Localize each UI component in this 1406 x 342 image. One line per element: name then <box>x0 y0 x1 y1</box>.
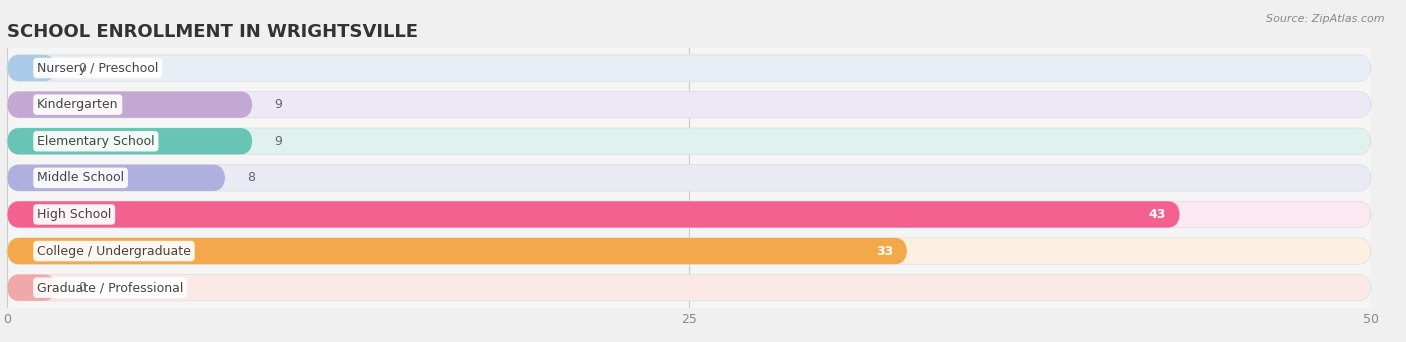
FancyBboxPatch shape <box>7 128 253 154</box>
FancyBboxPatch shape <box>7 91 1371 118</box>
Text: Nursery / Preschool: Nursery / Preschool <box>37 62 159 75</box>
FancyBboxPatch shape <box>7 91 253 118</box>
Text: 9: 9 <box>274 98 283 111</box>
FancyBboxPatch shape <box>7 201 1180 228</box>
Text: High School: High School <box>37 208 111 221</box>
Text: College / Undergraduate: College / Undergraduate <box>37 245 191 258</box>
Text: 43: 43 <box>1149 208 1166 221</box>
Text: Elementary School: Elementary School <box>37 135 155 148</box>
FancyBboxPatch shape <box>7 238 907 264</box>
FancyBboxPatch shape <box>7 275 56 301</box>
Text: SCHOOL ENROLLMENT IN WRIGHTSVILLE: SCHOOL ENROLLMENT IN WRIGHTSVILLE <box>7 23 418 41</box>
Text: Graduate / Professional: Graduate / Professional <box>37 281 183 294</box>
FancyBboxPatch shape <box>7 128 1371 154</box>
Text: 9: 9 <box>274 135 283 148</box>
FancyBboxPatch shape <box>7 238 1371 264</box>
Text: Source: ZipAtlas.com: Source: ZipAtlas.com <box>1267 14 1385 24</box>
Text: 8: 8 <box>247 171 254 184</box>
FancyBboxPatch shape <box>7 55 56 81</box>
Text: 0: 0 <box>77 281 86 294</box>
Text: Middle School: Middle School <box>37 171 124 184</box>
FancyBboxPatch shape <box>7 201 1371 228</box>
FancyBboxPatch shape <box>7 165 225 191</box>
FancyBboxPatch shape <box>7 165 1371 191</box>
FancyBboxPatch shape <box>7 55 1371 81</box>
Text: Kindergarten: Kindergarten <box>37 98 118 111</box>
Text: 33: 33 <box>876 245 894 258</box>
Text: 0: 0 <box>77 62 86 75</box>
FancyBboxPatch shape <box>7 275 1371 301</box>
